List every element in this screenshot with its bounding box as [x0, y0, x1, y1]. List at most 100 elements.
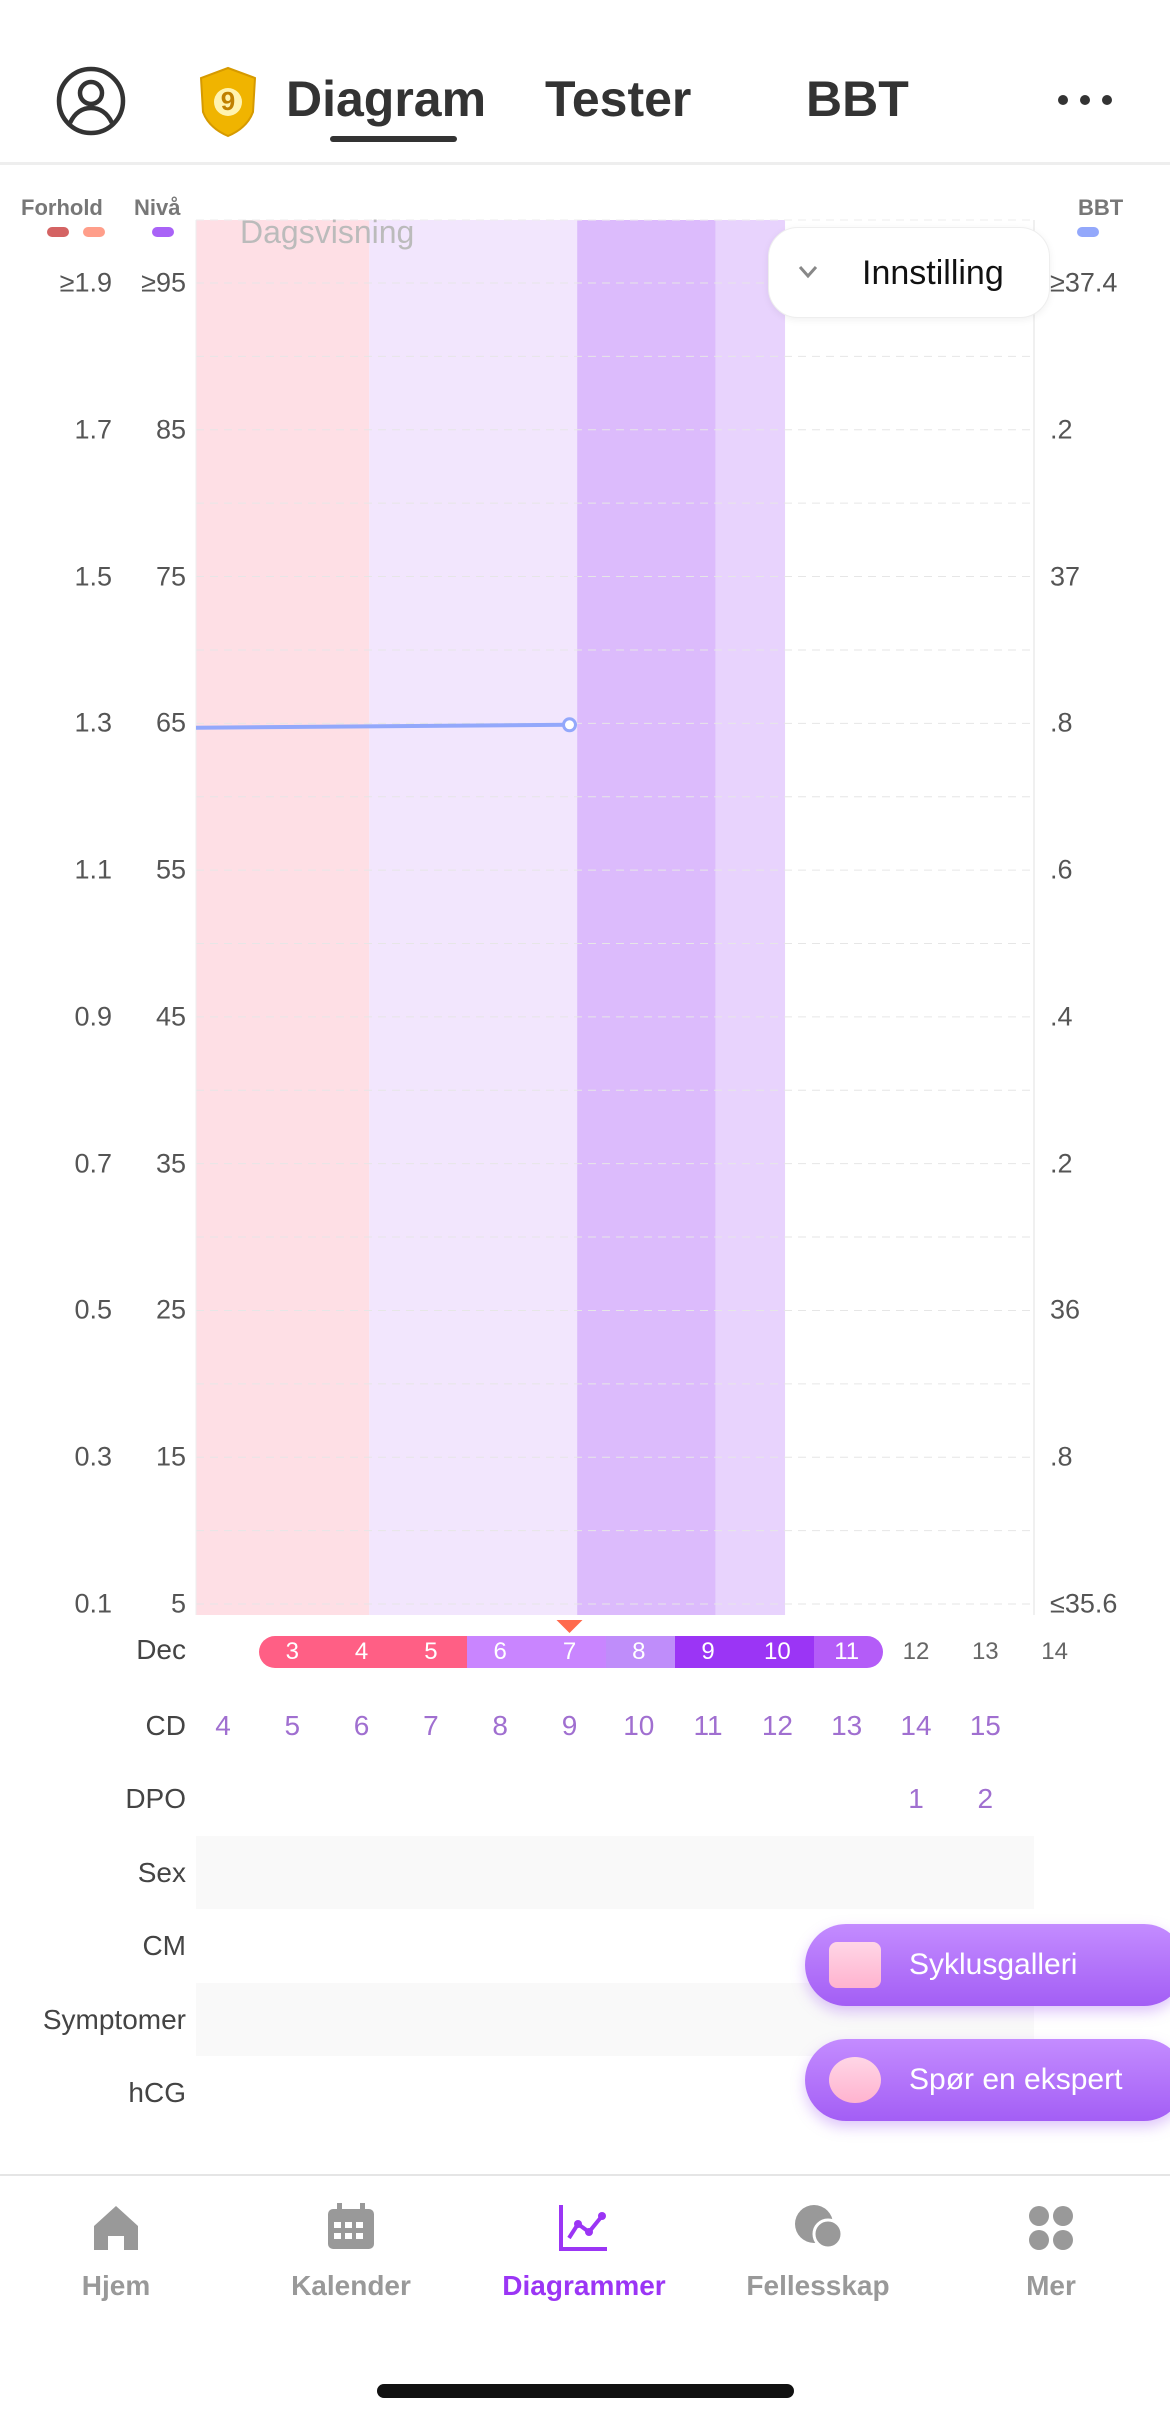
- legend-dot-bbt: [1077, 227, 1099, 237]
- date-segment: [259, 1636, 329, 1668]
- cd-label: CD: [145, 1710, 186, 1741]
- y-tick: 15: [155, 1441, 186, 1472]
- y-tick: 45: [155, 1001, 186, 1032]
- gallery-chart-icon: [829, 1942, 881, 1988]
- tab-diagram[interactable]: Diagram: [286, 71, 487, 127]
- profile-button[interactable]: [56, 66, 126, 136]
- profile-icon: [56, 66, 126, 136]
- level-badge[interactable]: 9: [197, 66, 259, 138]
- date-cell[interactable]: 9: [701, 1638, 715, 1665]
- y-tick: 75: [155, 561, 186, 592]
- date-cell[interactable]: 10: [764, 1638, 791, 1665]
- date-segment: [813, 1636, 883, 1668]
- y-tick: 65: [155, 707, 186, 738]
- y-tick: 85: [155, 414, 186, 445]
- bbt-point[interactable]: [562, 717, 577, 733]
- cd-cell: 13: [831, 1710, 863, 1741]
- row-label-sex: Sex: [137, 1857, 186, 1888]
- date-segment: [397, 1636, 468, 1668]
- chevron-down-icon: [798, 266, 818, 279]
- tab-fellesskap[interactable]: Fellesskap: [718, 2200, 918, 2302]
- date-pill: [259, 1636, 883, 1668]
- phase-band-1: [369, 220, 578, 1615]
- gallery-label: Syklusgalleri: [909, 1948, 1078, 1981]
- cd-cell: 10: [623, 1710, 655, 1741]
- more-icon: [1029, 2206, 1073, 2250]
- tab-label: Mer: [1026, 2270, 1076, 2301]
- date-cell[interactable]: 4: [354, 1638, 369, 1665]
- date-cell[interactable]: 6: [493, 1638, 507, 1665]
- y-tick: 0.1: [74, 1588, 112, 1619]
- date-segment: [605, 1636, 676, 1668]
- date-cell[interactable]: 3: [285, 1638, 299, 1665]
- y-tick: 36: [1050, 1294, 1081, 1325]
- row-band-sex: [196, 1836, 1034, 1909]
- cd-cell: 5: [284, 1710, 301, 1741]
- y-tick: 0.9: [74, 1001, 112, 1032]
- row-label-hcg: hCG: [128, 2076, 186, 2108]
- tab-kalender[interactable]: Kalender: [251, 2200, 451, 2302]
- y-tick: .2: [1050, 414, 1073, 445]
- month-label: Dec: [136, 1634, 186, 1665]
- date-cell[interactable]: 13: [971, 1638, 999, 1665]
- date-cell[interactable]: 5: [424, 1638, 438, 1665]
- cd-cell: 8: [492, 1710, 508, 1741]
- y-tick: 0.7: [74, 1148, 112, 1179]
- view-label: Dagsvisning: [240, 214, 415, 250]
- date-cell[interactable]: 14: [1041, 1638, 1068, 1665]
- tab-label: Kalender: [291, 2270, 411, 2301]
- tab-diagrammer[interactable]: Diagrammer: [484, 2200, 684, 2302]
- date-segment: [675, 1636, 745, 1668]
- row-label-cm: CM: [142, 1930, 186, 1962]
- expert-label: Spør en ekspert: [909, 2063, 1123, 2096]
- y-tick: 37: [1050, 561, 1081, 592]
- tab-hjem[interactable]: Hjem: [16, 2200, 216, 2302]
- cd-cell: 7: [423, 1710, 439, 1741]
- date-segment: [467, 1636, 537, 1668]
- y-tick: .2: [1050, 1148, 1073, 1179]
- tab-mer[interactable]: Mer: [951, 2200, 1151, 2302]
- cycle-gallery-button[interactable]: Syklusgalleri: [805, 1924, 1170, 2006]
- legend-ratio: Forhold: [21, 195, 103, 220]
- legend-dot-level: [152, 227, 174, 237]
- date-cell[interactable]: 11: [834, 1638, 860, 1665]
- tab-label: Diagrammer: [502, 2270, 666, 2301]
- legend-dot-ratio2: [83, 227, 105, 237]
- phase-band-3: [715, 220, 786, 1615]
- tab-label: Fellesskap: [746, 2270, 890, 2301]
- dpo-cell: 2: [977, 1783, 994, 1814]
- y-tick: .8: [1050, 1441, 1073, 1472]
- y-tick: 1.1: [74, 854, 112, 885]
- header-divider: [0, 162, 1170, 165]
- cd-cell: 4: [215, 1710, 231, 1741]
- y-tick: 5: [170, 1588, 186, 1619]
- date-segment: [536, 1636, 606, 1668]
- tab-tester[interactable]: Tester: [545, 71, 692, 127]
- y-tick: 1.3: [74, 707, 112, 738]
- y-tick: 1.7: [74, 414, 112, 445]
- date-cell[interactable]: 12: [902, 1638, 930, 1665]
- cd-cell: 11: [693, 1710, 723, 1741]
- bbt-line: [195, 722, 570, 730]
- ask-expert-button[interactable]: Spør en ekspert: [805, 2039, 1170, 2121]
- chart-area[interactable]: [0, 0, 1170, 1700]
- settings-button[interactable]: Innstilling: [768, 227, 1050, 318]
- tab-label: Hjem: [81, 2270, 151, 2301]
- date-segment: [744, 1636, 814, 1668]
- date-cell[interactable]: 7: [562, 1638, 577, 1665]
- legend-dot-ratio1: [47, 227, 69, 237]
- date-cell[interactable]: 8: [632, 1638, 646, 1665]
- more-options-button[interactable]: [1055, 90, 1115, 110]
- more-dots-icon: [1058, 95, 1112, 105]
- y-tick: 0.3: [74, 1441, 112, 1472]
- shield-badge-icon: [199, 66, 257, 138]
- tab-bbt[interactable]: BBT: [806, 71, 909, 127]
- y-tick: ≤35.6: [1050, 1588, 1118, 1619]
- cd-cell: 14: [900, 1710, 932, 1741]
- cd-cell: 6: [353, 1710, 370, 1741]
- dpo-cell: 1: [908, 1783, 924, 1814]
- y-tick: ≥1.9: [59, 267, 112, 298]
- dpo-label: DPO: [125, 1783, 186, 1814]
- today-marker-icon: [556, 1620, 583, 1633]
- y-tick: 1.5: [74, 561, 112, 592]
